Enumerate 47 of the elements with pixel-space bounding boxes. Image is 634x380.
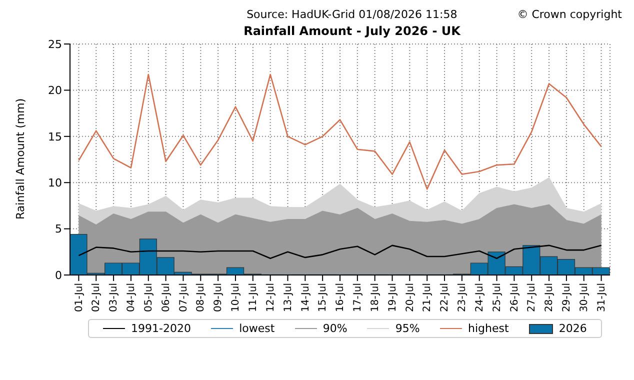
- chart-title: Rainfall Amount - July 2026 - UK: [242, 24, 462, 38]
- x-tick-label: 23-Jul: [457, 283, 468, 312]
- x-tick-label: 27-Jul: [526, 283, 538, 312]
- x-tick-label: 19-Jul: [387, 283, 398, 312]
- x-tick-label: 07-Jul: [178, 283, 190, 312]
- legend-label: 95%: [395, 322, 420, 335]
- y-tick-label: 0: [55, 268, 62, 282]
- x-tick-label: 16-Jul: [335, 283, 346, 312]
- source-note: Source: HadUK-Grid 01/08/2026 11:58: [246, 8, 458, 23]
- y-tick-label: 15: [48, 130, 62, 144]
- legend-label: lowest: [239, 322, 275, 335]
- x-tick-label: 11-Jul: [248, 283, 260, 312]
- y-tick-label: 25: [48, 38, 62, 51]
- legend-label: 90%: [322, 322, 348, 335]
- x-tick-label: 30-Jul: [578, 283, 590, 312]
- x-tick-label: 09-Jul: [213, 283, 224, 312]
- y-tick-label: 20: [48, 84, 62, 98]
- x-tick-label: 01-Jul: [74, 283, 85, 312]
- x-tick-label: 10-Jul: [230, 283, 242, 312]
- x-tick-label: 02-Jul: [91, 283, 102, 312]
- x-tick-label: 04-Jul: [126, 283, 138, 312]
- x-tick-label: 26-Jul: [509, 283, 520, 312]
- text: © Crown copyright: [517, 8, 622, 23]
- y-tick-label: 5: [55, 222, 62, 236]
- x-tick-label: 29-Jul: [562, 283, 573, 312]
- x-tick-label: 24-Jul: [474, 283, 486, 312]
- x-tick-label: 13-Jul: [282, 283, 294, 312]
- x-tick-label: 12-Jul: [265, 283, 276, 312]
- x-tick-label: 06-Jul: [160, 283, 172, 312]
- y-tick-label: 10: [48, 176, 62, 190]
- x-tick-label: 20-Jul: [404, 283, 416, 312]
- x-tick-label: 31-Jul: [596, 283, 608, 312]
- x-tick-label: 03-Jul: [108, 283, 120, 312]
- x-tick-label: 25-Jul: [492, 283, 503, 312]
- x-tick-label: 05-Jul: [143, 283, 154, 312]
- y-axis-title: Rainfall Amount (mm): [14, 98, 27, 220]
- x-tick-label: 28-Jul: [544, 283, 556, 312]
- x-tick-label: 17-Jul: [352, 283, 364, 312]
- x-tick-label: 15-Jul: [318, 283, 329, 312]
- x-tick-label: 21-Jul: [422, 283, 434, 312]
- x-tick-label: 18-Jul: [370, 283, 381, 312]
- legend-label: 1991-2020: [131, 322, 192, 335]
- legend-label: highest: [468, 322, 509, 335]
- x-tick-label: 08-Jul: [196, 283, 207, 312]
- x-tick-label: 22-Jul: [440, 283, 451, 312]
- legend-label: 2026: [558, 322, 587, 335]
- x-tick-label: 14-Jul: [300, 283, 312, 312]
